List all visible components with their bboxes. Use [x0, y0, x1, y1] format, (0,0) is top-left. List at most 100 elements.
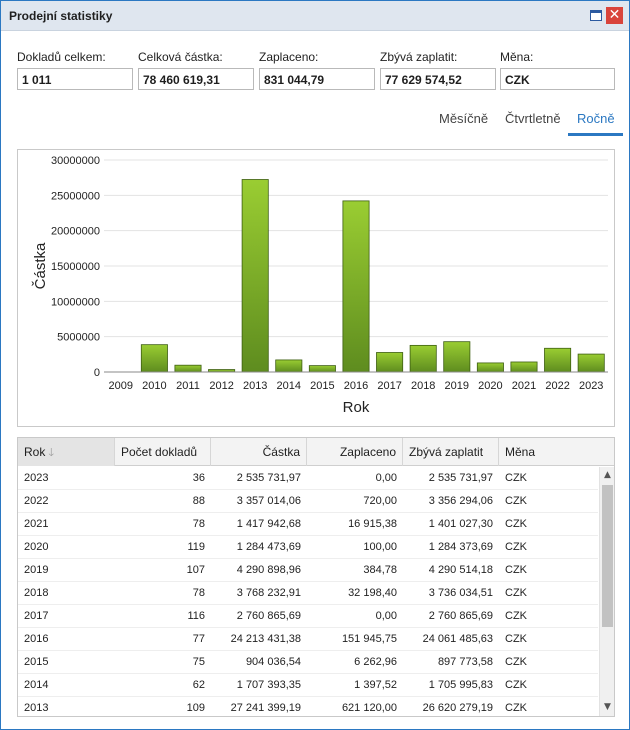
active-tab-indicator: [568, 133, 623, 136]
y-tick-label: 5000000: [57, 332, 100, 344]
x-tick-label: 2017: [377, 380, 401, 392]
y-axis-ticks: 0 5000000 10000000 15000000 20000000 25000000…: [51, 155, 100, 379]
bar-2014: [275, 359, 303, 373]
cell-currency: CZK: [505, 656, 527, 668]
paid-label: Zaplaceno:: [259, 50, 319, 64]
cell-year: 2017: [24, 610, 49, 622]
cell-year: 2018: [24, 587, 49, 599]
tab-quarterly[interactable]: Čtvrtletně: [505, 111, 561, 126]
cell-year: 2019: [24, 564, 49, 576]
tab-yearly[interactable]: Ročně: [577, 111, 615, 126]
x-tick-label: 2021: [512, 380, 536, 392]
bar-2019: [443, 341, 471, 373]
y-tick-label: 25000000: [51, 190, 100, 202]
table-row[interactable]: 2023 36 2 535 731,97 0,00 2 535 731,97 CZK: [18, 467, 598, 490]
cell-year: 2016: [24, 633, 49, 645]
paid-field: Zaplaceno: 831 044,79: [259, 50, 375, 90]
maximize-icon[interactable]: [590, 10, 602, 21]
cell-amount: 2 535 731,97: [236, 472, 301, 484]
table-row[interactable]: 2019 107 4 290 898,96 384,78 4 290 514,18 CZK: [18, 559, 598, 582]
total-amount-field: Celková částka: 78 460 619,31: [138, 50, 254, 90]
column-header-year-label: Rok: [24, 445, 46, 459]
cell-count: 119: [187, 541, 205, 553]
cell-year: 2023: [24, 472, 49, 484]
x-tick-label: 2013: [243, 380, 267, 392]
yearly-chart: 0 5000000 10000000 15000000 20000000 25000000…: [17, 149, 615, 427]
cell-remaining: 1 401 027,30: [428, 518, 493, 530]
cell-currency: CZK: [505, 518, 527, 530]
table-row[interactable]: 2015 75 904 036,54 6 262,96 897 773,58 CZK: [18, 651, 598, 674]
table-header: Rok 🡓 Počet dokladů Částka Zaplaceno Zbýv…: [18, 438, 614, 466]
cell-remaining: 1 705 995,83: [428, 679, 493, 691]
cell-remaining: 3 356 294,06: [428, 495, 493, 507]
bar-2011: [174, 364, 202, 373]
bar-2020: [476, 362, 504, 373]
column-header-count[interactable]: Počet dokladů: [115, 438, 211, 466]
paid-value[interactable]: 831 044,79: [259, 68, 375, 90]
table-row[interactable]: 2014 62 1 707 393,35 1 397,52 1 705 995,83 CZ…: [18, 674, 598, 697]
y-axis-label: Částka: [32, 242, 49, 289]
cell-amount: 24 213 431,38: [230, 633, 301, 645]
total-documents-label: Dokladů celkem:: [17, 50, 106, 64]
close-icon[interactable]: ✕: [606, 7, 623, 24]
scroll-down-icon[interactable]: ▼: [604, 702, 611, 712]
cell-year: 2020: [24, 541, 49, 553]
period-tabs: Měsíčně Čtvrtletně Ročně: [1, 111, 630, 139]
remaining-value[interactable]: 77 629 574,52: [380, 68, 496, 90]
table-row[interactable]: 2022 88 3 357 014,06 720,00 3 356 294,06 CZK: [18, 490, 598, 513]
cell-remaining: 897 773,58: [437, 656, 493, 668]
column-header-year[interactable]: Rok 🡓: [18, 438, 115, 466]
cell-count: 36: [192, 472, 205, 484]
x-tick-label: 2010: [142, 380, 166, 392]
cell-remaining: 26 620 279,19: [422, 702, 493, 714]
x-tick-label: 2016: [344, 380, 368, 392]
y-tick-label: 0: [94, 367, 100, 379]
column-header-amount[interactable]: Částka: [211, 438, 307, 466]
cell-year: 2022: [24, 495, 49, 507]
column-header-currency[interactable]: Měna: [505, 445, 536, 459]
cell-count: 88: [192, 495, 205, 507]
currency-value[interactable]: CZK: [500, 68, 615, 90]
table-row[interactable]: 2013 109 27 241 399,19 621 120,00 26 620 279…: [18, 697, 598, 716]
total-documents-value[interactable]: 1 011: [17, 68, 133, 90]
table-row[interactable]: 2021 78 1 417 942,68 16 915,38 1 401 027,30 C…: [18, 513, 598, 536]
column-header-remaining[interactable]: Zbývá zaplatit: [403, 438, 499, 466]
cell-amount: 1 417 942,68: [236, 518, 301, 530]
cell-count: 78: [192, 518, 205, 530]
scroll-thumb[interactable]: [602, 485, 613, 627]
x-tick-label: 2022: [545, 380, 569, 392]
cell-paid: 0,00: [375, 610, 397, 622]
x-tick-label: 2023: [579, 380, 603, 392]
total-amount-value[interactable]: 78 460 619,31: [138, 68, 254, 90]
tab-monthly[interactable]: Měsíčně: [439, 111, 489, 126]
cell-currency: CZK: [505, 702, 527, 714]
x-tick-label: 2012: [209, 380, 233, 392]
column-header-paid[interactable]: Zaplaceno: [307, 438, 403, 466]
currency-field: Měna: CZK: [500, 50, 615, 90]
bar-2023: [577, 353, 605, 373]
table-row[interactable]: 2018 78 3 768 232,91 32 198,40 3 736 034,51 C…: [18, 582, 598, 605]
bar-chart-svg: 0 5000000 10000000 15000000 20000000 25000000…: [32, 155, 608, 416]
cell-currency: CZK: [505, 495, 527, 507]
table-row[interactable]: 2020 119 1 284 473,69 100,00 1 284 373,69 CZK: [18, 536, 598, 559]
bar-2013: [241, 179, 269, 373]
window-title: Prodejní statistiky: [9, 9, 113, 23]
table-row[interactable]: 2017 116 2 760 865,69 0,00 2 760 865,69 CZK: [18, 605, 598, 628]
vertical-scrollbar[interactable]: ▲ ▼: [599, 467, 614, 716]
scroll-up-icon[interactable]: ▲: [604, 470, 611, 480]
cell-year: 2013: [24, 702, 49, 714]
x-tick-label: 2018: [411, 380, 435, 392]
cell-currency: CZK: [505, 587, 527, 599]
cell-amount: 3 357 014,06: [236, 495, 301, 507]
cell-remaining: 1 284 373,69: [428, 541, 493, 553]
table-row[interactable]: 2016 77 24 213 431,38 151 945,75 24 061 485,…: [18, 628, 598, 651]
x-axis-ticks: 2009 2010 2011 2012 2013 2014 2015 2016 2017 2018…: [109, 380, 604, 392]
x-tick-label: 2015: [310, 380, 334, 392]
cell-currency: CZK: [505, 541, 527, 553]
cell-amount: 2 760 865,69: [236, 610, 301, 622]
title-bar[interactable]: Prodejní statistiky ✕: [1, 1, 629, 31]
cell-remaining: 24 061 485,63: [422, 633, 493, 645]
cell-amount: 904 036,54: [245, 656, 301, 668]
x-axis-label: Rok: [343, 399, 370, 416]
